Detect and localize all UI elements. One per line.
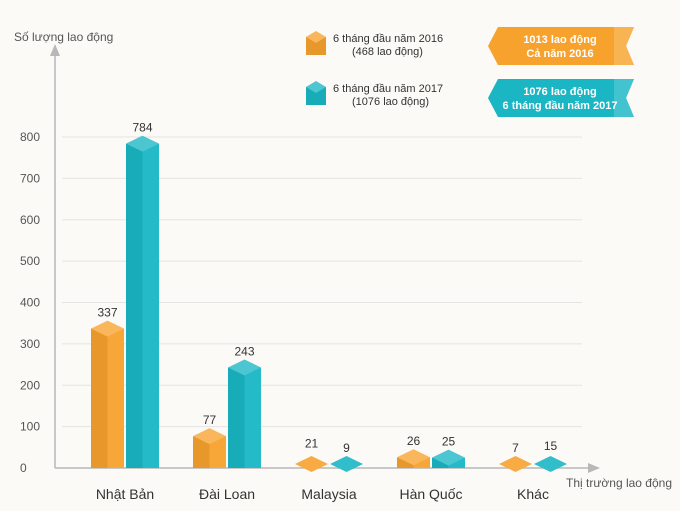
data-label: 9 (343, 441, 350, 455)
bar-side (413, 457, 430, 468)
bar-cap (228, 359, 261, 376)
y-tick-label: 0 (20, 461, 27, 475)
bar-cap (499, 456, 532, 472)
category-label: Hàn Quốc (399, 486, 462, 502)
bar (499, 456, 532, 472)
category-label: Nhật Bản (96, 486, 154, 502)
bar-cap (432, 449, 465, 466)
y-tick-label: 600 (20, 213, 40, 227)
bar (91, 320, 124, 468)
x-axis-title: Thị trường lao động (566, 476, 672, 490)
data-label: 337 (97, 306, 117, 320)
data-label: 243 (234, 344, 254, 358)
bar (330, 456, 363, 472)
bar (432, 449, 465, 468)
bar-cap (397, 449, 430, 466)
category-label: Khác (517, 486, 549, 502)
y-axis-title: Số lượng lao động (14, 30, 113, 44)
bar-side (244, 367, 261, 468)
legend-swatch-cap (306, 81, 326, 93)
bar (295, 456, 328, 472)
y-tick-label: 100 (20, 420, 40, 434)
data-label: 15 (544, 439, 558, 453)
data-label: 784 (132, 121, 152, 135)
bar (126, 135, 159, 468)
y-tick-label: 200 (20, 378, 40, 392)
x-axis-arrow (588, 463, 600, 473)
bar-cap (330, 456, 363, 472)
data-label: 21 (305, 436, 319, 450)
bar-cap (193, 428, 226, 445)
badge (488, 27, 634, 65)
legend-sublabel: (468 lao động) (352, 46, 423, 58)
y-tick-label: 700 (20, 171, 40, 185)
y-tick-label: 300 (20, 337, 40, 351)
bar-cap (91, 320, 124, 337)
bar-cap (295, 456, 328, 472)
y-tick-label: 500 (20, 254, 40, 268)
badge-accent (614, 79, 634, 117)
category-label: Đài Loan (199, 486, 255, 502)
data-label: 7 (512, 441, 519, 455)
legend-label: 6 tháng đầu năm 2017 (333, 83, 443, 95)
data-label: 26 (407, 434, 421, 448)
data-label: 77 (203, 413, 217, 427)
bar (193, 428, 226, 468)
legend-swatch-face (306, 37, 326, 55)
badge (488, 79, 634, 117)
bar-side (448, 457, 465, 468)
legend-label: 6 tháng đầu năm 2016 (333, 33, 443, 45)
badge-accent (614, 27, 634, 65)
bar-side (209, 436, 226, 468)
bar (397, 449, 430, 468)
legend-swatch (306, 31, 326, 55)
badge-line1: 1076 lao động (523, 86, 596, 98)
legend-swatch-face (306, 87, 326, 105)
bar (534, 456, 567, 472)
data-label: 25 (442, 435, 456, 449)
category-label: Malaysia (301, 486, 356, 502)
legend-sublabel: (1076 lao động) (352, 96, 429, 108)
bar-cap (126, 135, 159, 152)
badge-line2: Cả năm 2016 (526, 48, 593, 60)
y-tick-label: 800 (20, 130, 40, 144)
bar-side (107, 328, 124, 468)
legend-swatch-cap (306, 31, 326, 43)
y-axis-arrow (50, 44, 60, 56)
bar (228, 359, 261, 468)
bar-cap (534, 456, 567, 472)
badge-line2: 6 tháng đầu năm 2017 (503, 100, 618, 112)
badge-line1: 1013 lao động (523, 34, 596, 46)
legend-swatch (306, 81, 326, 105)
bar-side (142, 143, 159, 468)
y-tick-label: 400 (20, 296, 40, 310)
